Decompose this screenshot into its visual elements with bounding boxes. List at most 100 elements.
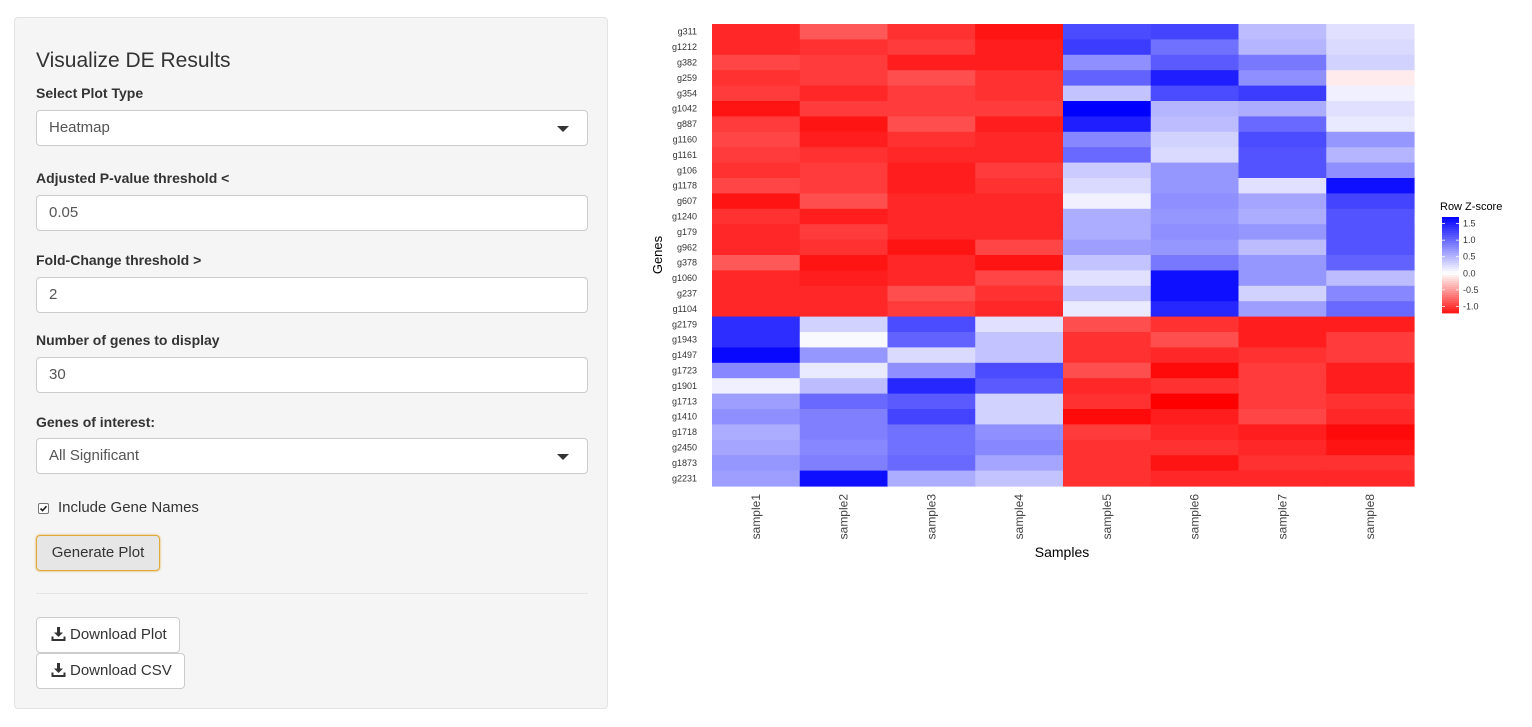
column-label: sample4 xyxy=(1012,494,1026,540)
pvalue-input[interactable]: 0.05 xyxy=(36,195,588,231)
heatmap-cell-g1212-sample5 xyxy=(1063,39,1152,56)
heatmap-cell-g382-sample6 xyxy=(1150,54,1240,71)
heatmap-cell-g1723-sample6 xyxy=(1150,362,1240,379)
heatmap-cell-g1410-sample8 xyxy=(1326,409,1415,425)
heatmap-cell-g1161-sample4 xyxy=(975,147,1064,164)
heatmap-cell-g1943-sample5 xyxy=(1063,332,1152,348)
fold-change-input[interactable]: 2 xyxy=(36,277,588,313)
row-label: g1042 xyxy=(672,104,697,114)
download-icon xyxy=(51,663,66,677)
x-axis-label: Samples xyxy=(1035,544,1089,560)
heatmap-cell-g1723-sample5 xyxy=(1063,362,1152,379)
heatmap-cell-g1410-sample3 xyxy=(887,409,976,425)
legend-tick-label: -0.5 xyxy=(1463,285,1479,295)
heatmap-cell-g887-sample3 xyxy=(887,116,976,133)
heatmap-cell-g378-sample8 xyxy=(1326,255,1415,271)
heatmap-cell-g2179-sample8 xyxy=(1326,316,1415,333)
generate-plot-button[interactable]: Generate Plot xyxy=(36,535,160,571)
heatmap-cell-g1104-sample4 xyxy=(975,301,1064,318)
heatmap-cell-g1104-sample3 xyxy=(887,301,976,318)
heatmap-cell-g2179-sample5 xyxy=(1063,316,1152,333)
num-genes-input[interactable]: 30 xyxy=(36,357,588,393)
heatmap-cell-g259-sample6 xyxy=(1150,70,1240,87)
row-label: g1240 xyxy=(672,212,697,222)
heatmap-cell-g2450-sample8 xyxy=(1326,439,1415,456)
include-gene-names-checkbox[interactable] xyxy=(38,503,49,514)
heatmap-cell-g378-sample6 xyxy=(1150,255,1240,271)
heatmap-cell-g1240-sample5 xyxy=(1063,208,1152,225)
heatmap-cell-g1178-sample4 xyxy=(975,178,1064,194)
heatmap-cell-g1160-sample4 xyxy=(975,131,1064,148)
heatmap-cell-g1161-sample2 xyxy=(799,147,889,164)
heatmap-cell-g1713-sample8 xyxy=(1326,393,1415,410)
heatmap-cell-g179-sample5 xyxy=(1063,224,1152,241)
heatmap-cell-g1104-sample2 xyxy=(799,301,889,318)
column-label: sample6 xyxy=(1188,494,1202,540)
row-label: g354 xyxy=(677,88,697,98)
heatmap-cell-g1240-sample3 xyxy=(887,208,976,225)
heatmap-cell-g2450-sample5 xyxy=(1063,439,1152,456)
heatmap-cell-g1713-sample3 xyxy=(887,393,976,410)
pvalue-value: 0.05 xyxy=(49,204,79,221)
heatmap-cell-g1042-sample6 xyxy=(1150,101,1240,117)
heatmap-cell-g259-sample1 xyxy=(712,70,801,87)
heatmap-cell-g354-sample5 xyxy=(1063,85,1152,102)
row-label: g1178 xyxy=(673,181,697,191)
heatmap-cell-g311-sample5 xyxy=(1063,24,1152,40)
legend-color-step xyxy=(1442,255,1459,258)
heatmap-cell-g2450-sample6 xyxy=(1150,439,1240,456)
include-gene-names-label: Include Gene Names xyxy=(58,499,199,516)
heatmap-cell-g1497-sample7 xyxy=(1238,347,1327,364)
column-label: sample1 xyxy=(749,494,763,540)
chevron-down-icon xyxy=(557,454,569,460)
heatmap-cell-g1178-sample1 xyxy=(712,178,801,194)
heatmap-cell-g1410-sample5 xyxy=(1063,409,1152,425)
heatmap-cell-g1943-sample8 xyxy=(1326,332,1415,348)
legend-color-step xyxy=(1442,309,1459,312)
plot-type-select[interactable]: Heatmap xyxy=(36,110,588,146)
heatmap-cell-g354-sample2 xyxy=(799,85,889,102)
legend-color-step xyxy=(1442,265,1459,268)
heatmap-cell-g1060-sample8 xyxy=(1326,270,1415,287)
row-label: g1873 xyxy=(672,458,697,468)
legend-color-step xyxy=(1442,295,1459,298)
genes-of-interest-select[interactable]: All Significant xyxy=(36,438,588,474)
heatmap-cell-g2179-sample6 xyxy=(1150,316,1240,333)
heatmap-cell-g378-sample7 xyxy=(1238,255,1327,271)
legend-color-step xyxy=(1442,291,1459,294)
heatmap-cell-g1042-sample1 xyxy=(712,101,801,117)
heatmap-cell-g354-sample3 xyxy=(887,85,976,102)
heatmap-cell-g1212-sample6 xyxy=(1150,39,1240,56)
heatmap-cell-g382-sample4 xyxy=(975,54,1064,71)
legend-color-step xyxy=(1442,253,1459,256)
download-csv-button[interactable]: Download CSV xyxy=(36,653,185,689)
heatmap-cell-g1212-sample3 xyxy=(887,39,976,56)
heatmap-cell-g962-sample8 xyxy=(1326,239,1415,256)
heatmap-cell-g1240-sample8 xyxy=(1326,208,1415,225)
heatmap-cell-g179-sample2 xyxy=(799,224,889,241)
download-plot-button[interactable]: Download Plot xyxy=(36,617,180,653)
genes-of-interest-value: All Significant xyxy=(49,447,140,464)
legend-color-step xyxy=(1442,273,1459,276)
legend-color-step xyxy=(1442,271,1459,274)
heatmap-cell-g1410-sample2 xyxy=(799,409,889,425)
download-plot-label: Download Plot xyxy=(70,626,167,643)
heatmap-cell-g962-sample2 xyxy=(799,239,889,256)
heatmap-cell-g1943-sample1 xyxy=(712,332,801,348)
legend-color-step xyxy=(1442,289,1459,292)
heatmap-cell-g1713-sample5 xyxy=(1063,393,1152,410)
heatmap-cell-g106-sample5 xyxy=(1063,162,1152,179)
heatmap-cell-g382-sample7 xyxy=(1238,54,1327,71)
heatmap-cell-g311-sample7 xyxy=(1238,24,1327,40)
y-axis-label: Genes xyxy=(650,235,665,274)
heatmap-cell-g1160-sample1 xyxy=(712,131,801,148)
heatmap-plot: g311 g1212 g382 g259 g354 g1042 g887 g1160 g1161… xyxy=(650,24,1502,560)
heatmap-cell-g1723-sample1 xyxy=(712,362,801,379)
legend-color-step xyxy=(1442,217,1459,220)
heatmap-cell-g2179-sample2 xyxy=(799,316,889,333)
heatmap-cell-g2231-sample5 xyxy=(1063,470,1152,487)
heatmap-cell-g1178-sample3 xyxy=(887,178,976,194)
heatmap-cell-g1178-sample5 xyxy=(1063,178,1152,194)
heatmap-cell-g1723-sample8 xyxy=(1326,362,1415,379)
heatmap-cell-g311-sample3 xyxy=(887,24,976,40)
